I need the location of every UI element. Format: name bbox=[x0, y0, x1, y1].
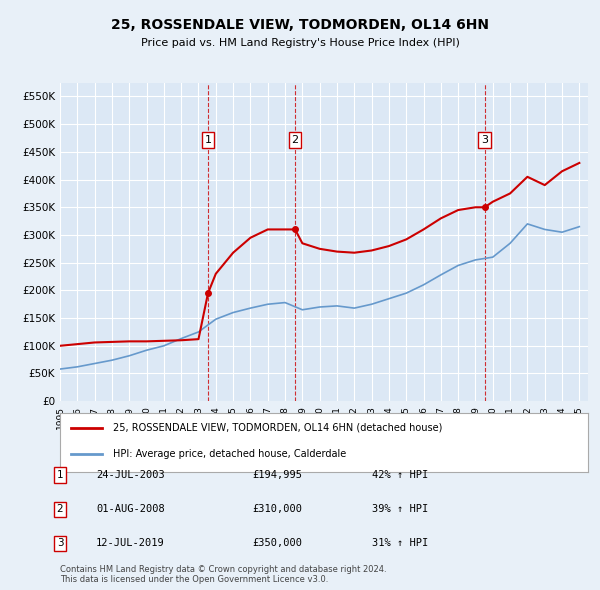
Text: 31% ↑ HPI: 31% ↑ HPI bbox=[372, 539, 428, 548]
Text: Contains HM Land Registry data © Crown copyright and database right 2024.
This d: Contains HM Land Registry data © Crown c… bbox=[60, 565, 386, 584]
Text: £350,000: £350,000 bbox=[252, 539, 302, 548]
Text: 3: 3 bbox=[56, 539, 64, 548]
Text: £310,000: £310,000 bbox=[252, 504, 302, 514]
Text: 25, ROSSENDALE VIEW, TODMORDEN, OL14 6HN (detached house): 25, ROSSENDALE VIEW, TODMORDEN, OL14 6HN… bbox=[113, 423, 442, 432]
Text: 1: 1 bbox=[56, 470, 64, 480]
Text: 1: 1 bbox=[205, 135, 212, 145]
Text: 3: 3 bbox=[481, 135, 488, 145]
Text: 2: 2 bbox=[292, 135, 299, 145]
Text: 12-JUL-2019: 12-JUL-2019 bbox=[96, 539, 165, 548]
Text: 39% ↑ HPI: 39% ↑ HPI bbox=[372, 504, 428, 514]
Text: 24-JUL-2003: 24-JUL-2003 bbox=[96, 470, 165, 480]
Text: 2: 2 bbox=[56, 504, 64, 514]
Text: Price paid vs. HM Land Registry's House Price Index (HPI): Price paid vs. HM Land Registry's House … bbox=[140, 38, 460, 48]
Text: £194,995: £194,995 bbox=[252, 470, 302, 480]
Text: 01-AUG-2008: 01-AUG-2008 bbox=[96, 504, 165, 514]
Text: 42% ↑ HPI: 42% ↑ HPI bbox=[372, 470, 428, 480]
Text: HPI: Average price, detached house, Calderdale: HPI: Average price, detached house, Cald… bbox=[113, 450, 346, 459]
Text: 25, ROSSENDALE VIEW, TODMORDEN, OL14 6HN: 25, ROSSENDALE VIEW, TODMORDEN, OL14 6HN bbox=[111, 18, 489, 32]
